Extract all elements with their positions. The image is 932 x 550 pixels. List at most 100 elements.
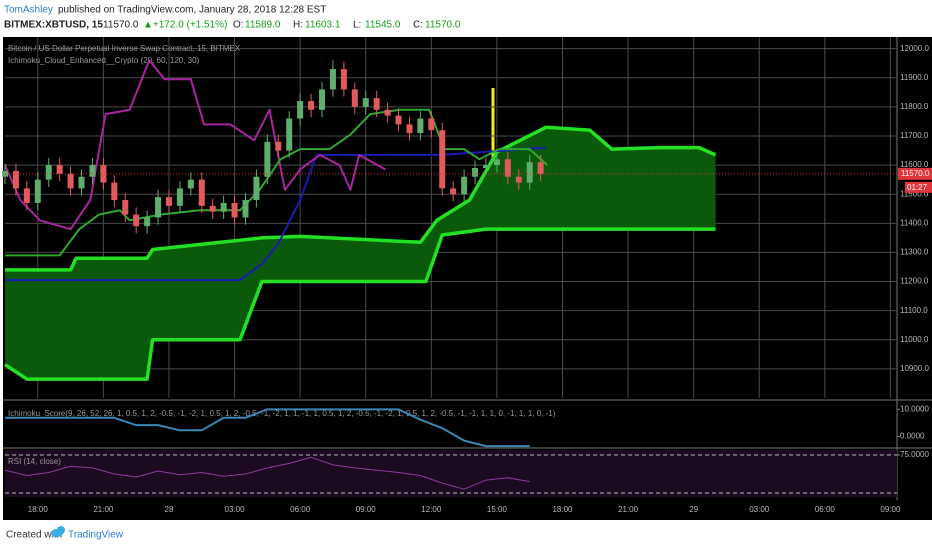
candle-body (351, 89, 358, 107)
cloud-fill (5, 127, 716, 380)
price-change: ▲+172.0 (+1.51%) (143, 20, 227, 31)
candle-body (526, 162, 533, 183)
candle-body (220, 202, 227, 212)
brand-logo (51, 526, 65, 537)
y-tick-label: 11100.0 (900, 306, 928, 315)
y-tick-label: 0.0000 (900, 432, 925, 441)
candle-body (56, 165, 63, 174)
candle-body (450, 188, 457, 195)
x-tick-label: 03:00 (225, 505, 246, 514)
x-tick-label: 09:00 (880, 505, 901, 514)
candle-body (461, 176, 468, 195)
candle-body (482, 165, 489, 169)
x-tick-label: 06:00 (290, 505, 311, 514)
candle-body (373, 98, 380, 110)
candle-body (78, 176, 85, 189)
x-tick-label: 03:00 (749, 505, 770, 514)
candle-body (340, 69, 347, 90)
y-tick-label: 11800.0 (900, 102, 929, 111)
x-tick-label: 18:00 (28, 505, 49, 514)
candle-body (176, 188, 183, 206)
candle-body (472, 168, 479, 177)
y-tick-label: 11600.0 (900, 160, 929, 169)
x-tick-label: 29 (689, 505, 698, 514)
candle-body (384, 109, 391, 116)
candle-body (329, 69, 336, 90)
y-tick-label: 11400.0 (900, 218, 929, 227)
last-price-tag (898, 167, 932, 180)
candle-body (122, 200, 129, 215)
candle-body (144, 217, 151, 227)
pane-title: RSI (14, close) (8, 457, 61, 466)
candle-body (209, 205, 216, 212)
y-tick-label: 10.0000 (900, 404, 929, 413)
candle-body (439, 130, 446, 189)
y-tick-label: 11300.0 (900, 248, 929, 257)
y-tick-label: 75.0000 (900, 450, 929, 459)
candle-body (297, 101, 304, 119)
y-tick-label: 11900.0 (900, 73, 929, 82)
indicator-line (5, 146, 547, 282)
published-info: published on TradingView.com, January 28… (58, 5, 326, 16)
x-tick-label: 21:00 (93, 505, 114, 514)
ohlc-value: 11570.0 (425, 20, 461, 31)
candle-body (23, 188, 30, 203)
countdown: 01:27 (907, 183, 928, 192)
candle-body (111, 182, 118, 201)
candle-body (362, 98, 369, 107)
candle-body (45, 165, 52, 180)
indicator-line (5, 408, 530, 448)
candle-body (100, 165, 107, 183)
indicator-line (4, 456, 530, 490)
candle-body (395, 115, 402, 125)
last-price-label: 11570.0 (901, 169, 930, 178)
ohlc-label: L: (353, 20, 361, 31)
candle-body (231, 202, 238, 218)
ohlc-label: C: (413, 20, 423, 31)
candle-body (264, 141, 271, 177)
y-tick-label: 10900.0 (900, 364, 929, 373)
candle-body (428, 118, 435, 131)
ohlc-label: O: (233, 20, 244, 31)
indicator-line (5, 125, 717, 272)
candle-body (515, 176, 522, 183)
candle-body (504, 159, 511, 177)
y-tick-label: 12000.0 (900, 44, 929, 53)
y-tick-label: 11700.0 (900, 131, 929, 140)
pane-background (5, 450, 897, 497)
author[interactable]: TomAshley (4, 5, 53, 16)
ohlc-value: 11545.0 (365, 20, 401, 31)
y-tick-label: 11500.0 (900, 189, 929, 198)
x-tick-label: 09:00 (356, 505, 377, 514)
brand[interactable]: TradingView (68, 530, 124, 541)
countdown-tag (905, 181, 932, 193)
x-tick-label: 21:00 (618, 505, 639, 514)
indicator-line (5, 108, 548, 257)
candle-body (253, 176, 260, 201)
indicator-line (4, 227, 716, 381)
price: 11570.0 (103, 20, 139, 31)
candle-body (286, 118, 293, 151)
pane-subtitle: Ichimoku_Cloud_Enhanced__Crypto (20, 60,… (8, 56, 200, 65)
candle-body (89, 165, 96, 177)
candle-body (493, 159, 500, 166)
candle-body (308, 101, 315, 110)
x-tick-label: 28 (165, 505, 174, 514)
indicator-line (4, 59, 386, 231)
candle-body (319, 89, 326, 110)
candle-body (417, 118, 424, 134)
candle-body (537, 162, 544, 174)
x-tick-label: 15:00 (487, 505, 508, 514)
pane-title: Bitcoin / US Dollar Perpetual Inverse Sw… (8, 44, 241, 53)
candle-body (165, 197, 172, 206)
x-tick-label: 18:00 (552, 505, 573, 514)
y-tick-label: 11200.0 (900, 277, 929, 286)
candle-body (275, 141, 282, 151)
candle-body (187, 179, 194, 189)
candle-body (34, 179, 41, 203)
candle-body (406, 124, 413, 134)
candle-body (67, 173, 74, 189)
candle-body (155, 197, 162, 218)
ohlc-value: 11603.1 (305, 20, 341, 31)
